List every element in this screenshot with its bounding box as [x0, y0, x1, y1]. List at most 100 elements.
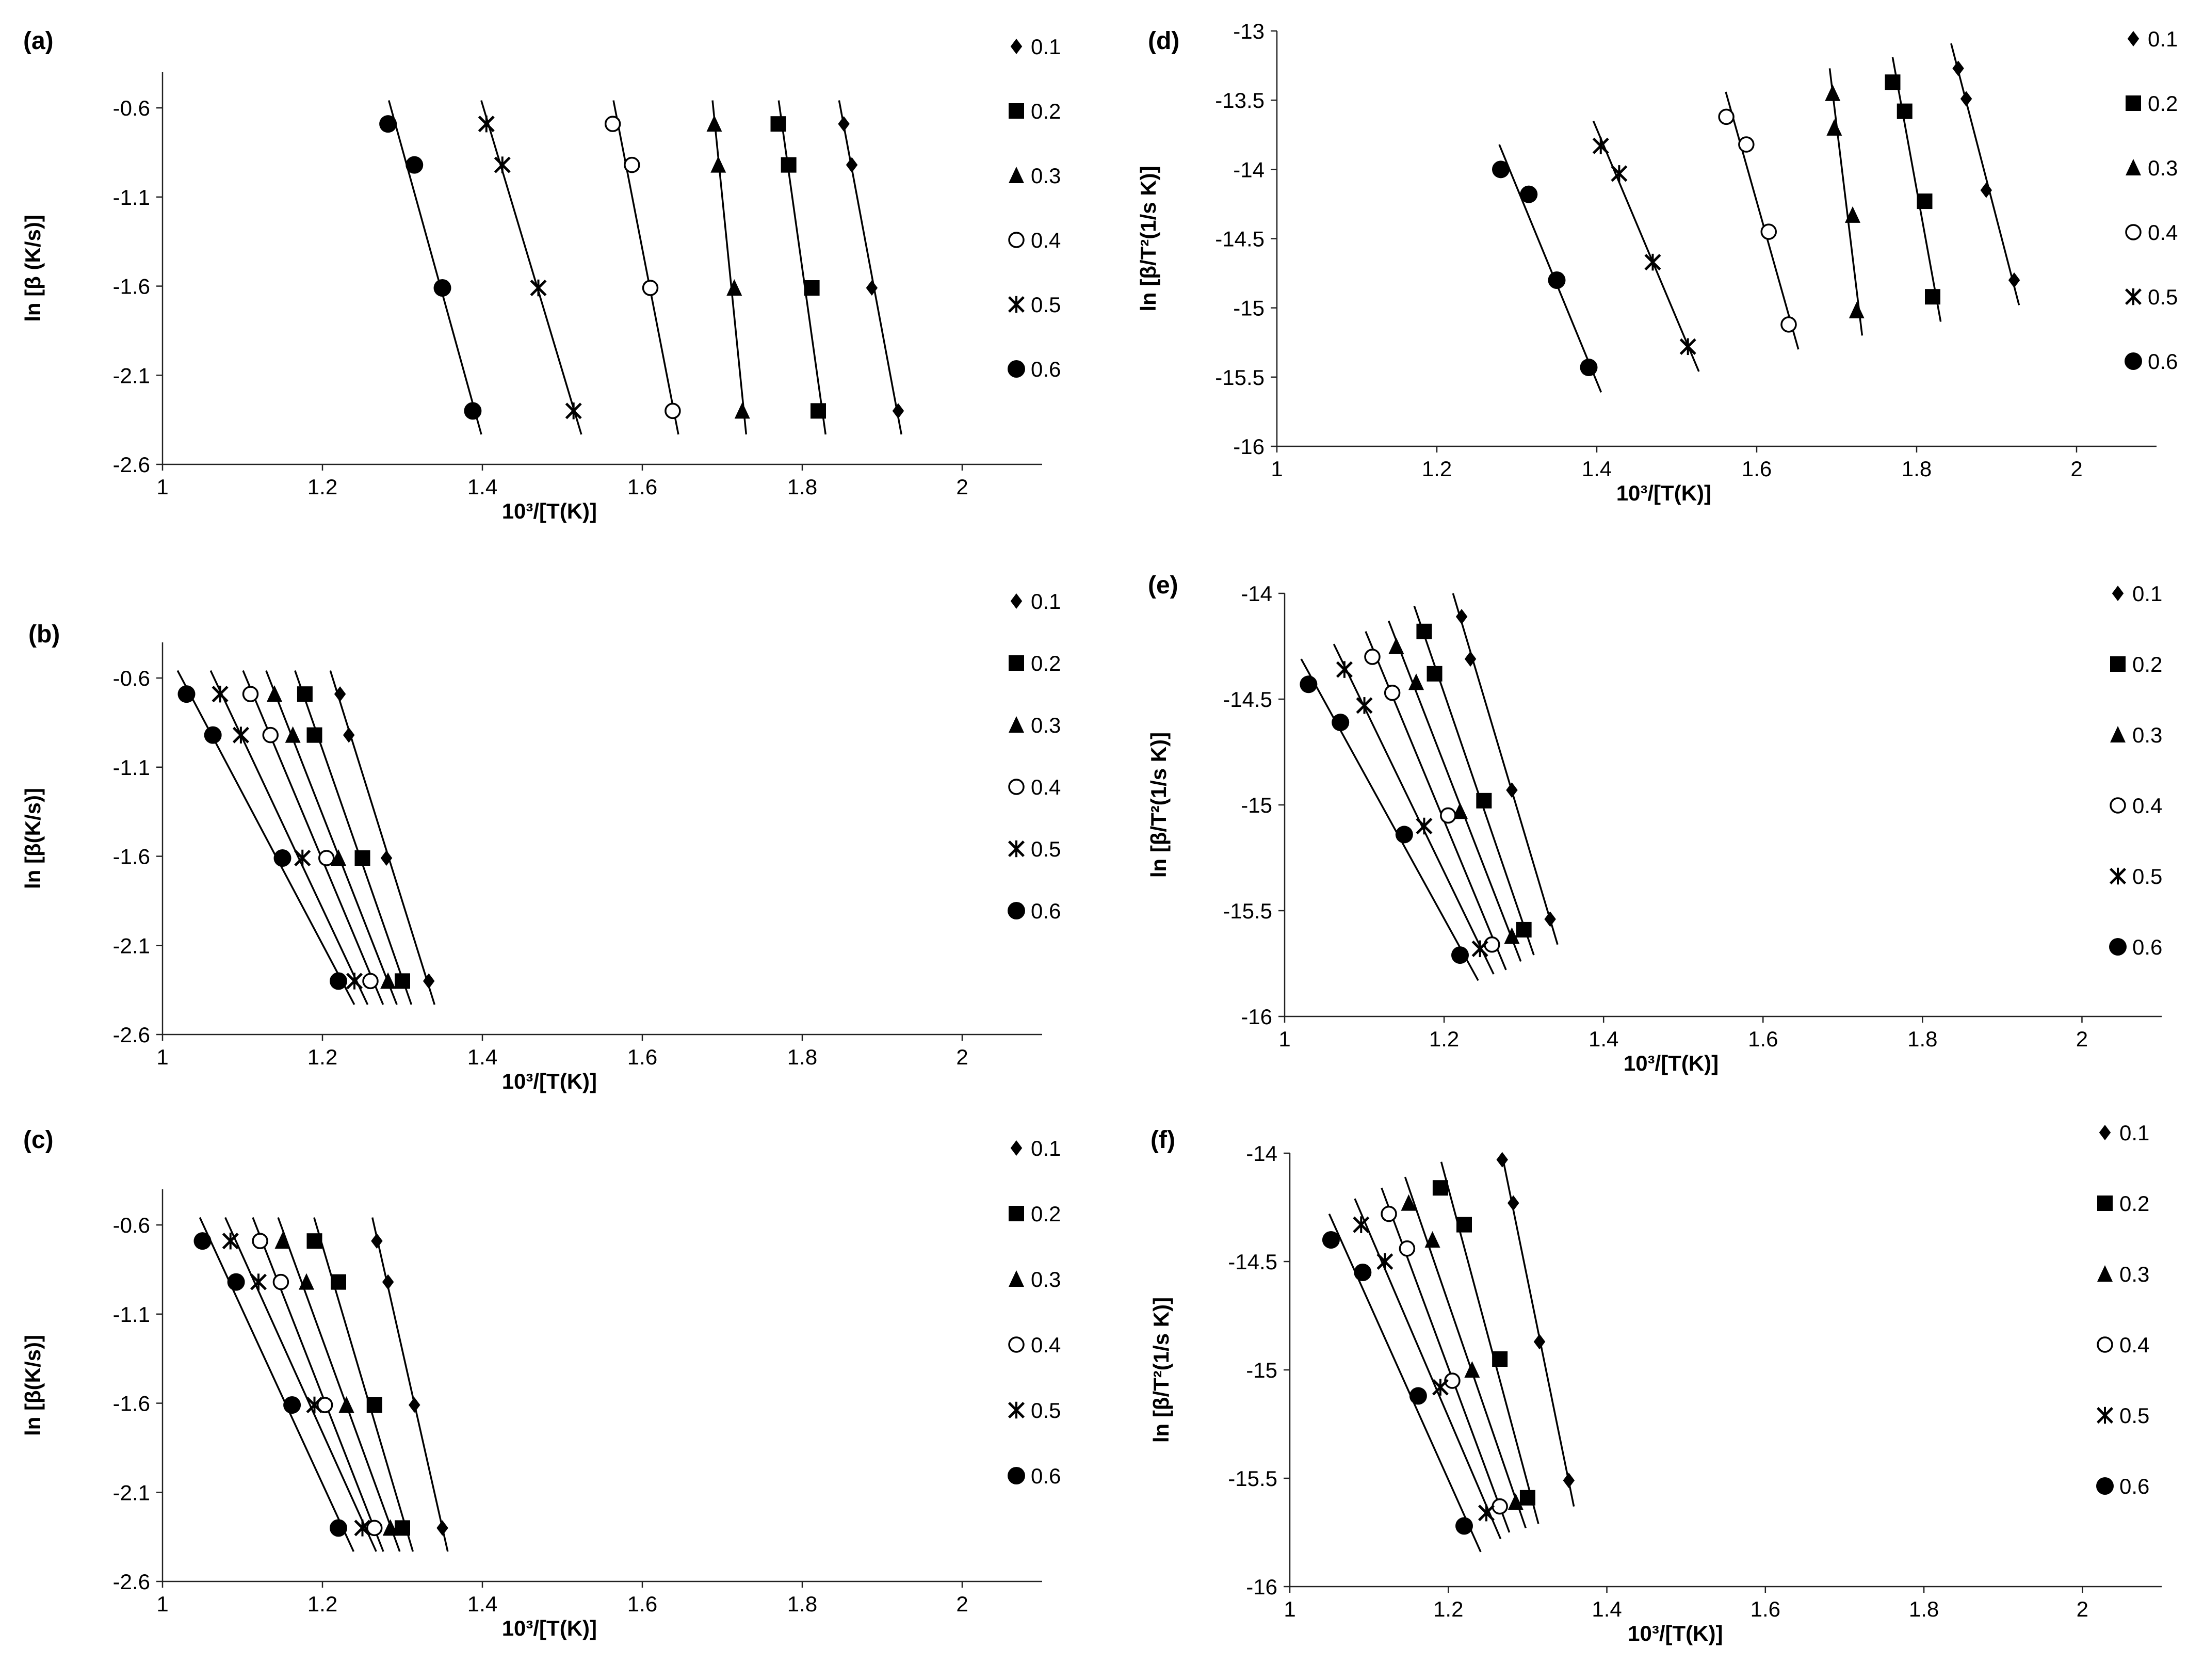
- fit-line-0.3: [1828, 68, 1863, 336]
- legend-label: 0.4: [1031, 228, 1061, 252]
- data-point-0.4: [252, 1233, 268, 1249]
- x-tick-label: 1.2: [1433, 1597, 1463, 1621]
- fit-line-0.5: [1592, 120, 1700, 372]
- data-point-0.1: [1533, 1334, 1546, 1350]
- y-tick-label: -13.5: [1215, 88, 1265, 112]
- fit-line-0.3: [1404, 1176, 1527, 1529]
- data-point-0.2: [306, 727, 322, 743]
- data-point-0.3: [1849, 302, 1865, 319]
- fit-line-0.5: [224, 1217, 377, 1552]
- x-tick-label: 1.4: [1592, 1597, 1622, 1621]
- data-point-0.4: [1384, 684, 1401, 701]
- y-tick-label: -14: [1233, 157, 1265, 182]
- data-point-0.2: [781, 157, 797, 173]
- legend-marker-0.6: [1008, 360, 1025, 378]
- legend-label: 0.6: [1031, 1464, 1061, 1488]
- y-tick-label: -14.5: [1215, 227, 1265, 251]
- data-point-0.6: [273, 849, 291, 867]
- data-point-0.3: [380, 972, 396, 989]
- x-tick-label: 1.6: [627, 1045, 657, 1069]
- data-point-0.4: [316, 1397, 333, 1413]
- legend-label: 0.2: [1031, 1202, 1061, 1226]
- y-tick-label: -14: [1241, 581, 1272, 606]
- data-point-0.6: [1455, 1517, 1473, 1535]
- legend-marker-0.6: [2096, 1477, 2114, 1495]
- fit-line-0.6: [387, 100, 482, 435]
- data-point-0.5: [1432, 1379, 1449, 1396]
- data-point-0.1: [1980, 182, 1992, 198]
- fit-line-0.2: [777, 100, 826, 435]
- data-point-0.6: [1332, 714, 1350, 732]
- data-point-0.1: [382, 1274, 394, 1290]
- legend-label: 0.6: [2119, 1474, 2149, 1498]
- data-point-0.4: [624, 156, 640, 173]
- y-tick-label: -0.6: [113, 666, 150, 690]
- data-point-0.4: [1492, 1498, 1508, 1515]
- y-axis-title: ln [β/T²(1/s K)]: [1146, 732, 1171, 878]
- legend-marker-0.5: [1008, 1401, 1025, 1419]
- data-point-0.2: [1917, 193, 1933, 209]
- legend-label: 0.2: [2119, 1191, 2149, 1216]
- fit-line-0.5: [1354, 1198, 1502, 1540]
- fit-line-0.2: [1440, 1161, 1539, 1524]
- y-tick-label: -14.5: [1228, 1250, 1277, 1274]
- y-tick-label: -16: [1241, 1005, 1272, 1029]
- data-point-0.6: [1354, 1264, 1372, 1281]
- x-tick-label: 1: [1271, 457, 1283, 481]
- y-tick-label: -15: [1233, 296, 1265, 320]
- legend-label: 0.1: [2132, 581, 2162, 606]
- data-point-0.5: [354, 1520, 371, 1537]
- data-point-0.3: [338, 1396, 354, 1413]
- data-point-0.3: [706, 115, 722, 132]
- data-point-0.2: [770, 116, 786, 132]
- data-point-0.4: [366, 1520, 383, 1537]
- fit-line-0.3: [1387, 620, 1522, 962]
- data-point-0.2: [1432, 1180, 1448, 1196]
- data-point-0.4: [242, 686, 259, 702]
- x-tick-label: 1.6: [1742, 457, 1772, 481]
- data-point-0.2: [366, 1397, 382, 1413]
- y-tick-label: -14.5: [1223, 687, 1272, 712]
- legend-label: 0.6: [2148, 349, 2178, 374]
- data-point-0.3: [710, 156, 726, 173]
- data-point-0.5: [250, 1273, 267, 1290]
- data-point-0.5: [1478, 1504, 1495, 1522]
- y-tick-label: -13: [1233, 19, 1265, 43]
- data-point-0.2: [1476, 793, 1492, 809]
- data-point-0.5: [1416, 817, 1433, 835]
- legend-marker-0.1: [1010, 1140, 1023, 1156]
- y-tick-label: -1.1: [113, 755, 150, 780]
- legend-marker-0.2: [2110, 656, 2126, 672]
- legend-marker-0.3: [1009, 1270, 1024, 1287]
- data-point-0.3: [267, 685, 282, 702]
- fit-line-0.4: [242, 670, 384, 1005]
- fit-line-0.2: [313, 1217, 414, 1552]
- data-point-0.2: [811, 403, 826, 419]
- data-point-0.3: [299, 1273, 314, 1290]
- data-point-0.5: [346, 973, 363, 990]
- legend-marker-0.6: [1008, 1467, 1025, 1484]
- data-point-0.5: [294, 849, 311, 867]
- data-point-0.5: [306, 1396, 323, 1414]
- legend-label: 0.1: [1031, 35, 1061, 59]
- data-point-0.6: [204, 726, 222, 744]
- legend-label: 0.3: [1031, 164, 1061, 188]
- fit-line-0.3: [277, 1217, 401, 1552]
- data-point-0.6: [1322, 1231, 1340, 1249]
- data-point-0.6: [433, 279, 451, 297]
- data-point-0.4: [1738, 136, 1755, 153]
- data-point-0.5: [1353, 1216, 1370, 1233]
- data-point-0.4: [1381, 1205, 1397, 1222]
- data-point-0.1: [2008, 272, 2020, 288]
- data-point-0.2: [1456, 1217, 1472, 1233]
- legend-label: 0.3: [1031, 1267, 1061, 1291]
- x-tick-label: 1.4: [467, 1045, 497, 1069]
- legend-label: 0.4: [1031, 775, 1061, 799]
- x-tick-label: 1.8: [1909, 1597, 1939, 1621]
- data-point-0.3: [1504, 927, 1520, 944]
- data-point-0.2: [804, 280, 820, 296]
- legend-label: 0.2: [1031, 651, 1061, 675]
- data-point-0.6: [193, 1232, 212, 1250]
- data-point-0.4: [1444, 1372, 1461, 1389]
- data-point-0.2: [395, 1520, 410, 1536]
